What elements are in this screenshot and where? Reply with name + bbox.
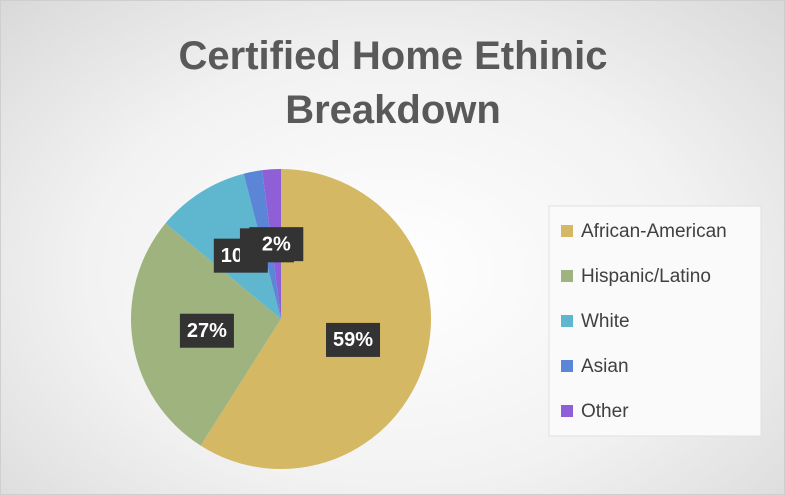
legend-label: Asian [581,356,629,377]
legend-swatch [561,270,573,282]
data-label: 2% [262,233,291,255]
legend-label: African-American [581,221,727,242]
legend-label: White [581,311,630,332]
data-label-box [249,227,304,262]
legend-swatch [561,360,573,372]
data-label-box [326,322,381,357]
data-label: 27% [187,320,227,342]
legend-box [548,205,762,437]
data-label-box [179,313,234,348]
legend-swatch [561,405,573,417]
legend-swatch [561,315,573,327]
legend-label: Hispanic/Latino [581,266,711,287]
pie-slice [200,169,431,469]
chart-title: Certified Home Ethinic Breakdown [178,34,608,132]
data-label: 59% [333,329,373,351]
legend-swatch [561,225,573,237]
legend-label: Other [581,401,629,422]
